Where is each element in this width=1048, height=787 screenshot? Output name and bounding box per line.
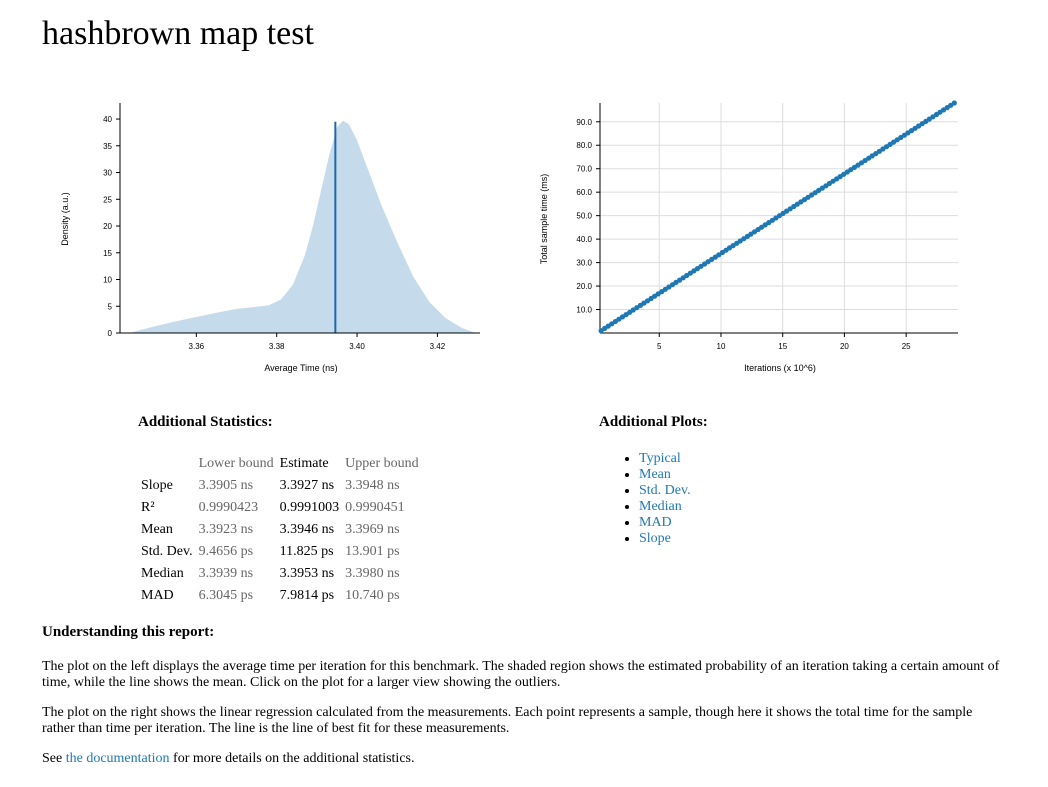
- regression-chart[interactable]: 5 10 15 20 25 10.0 20.0 30.0 40.0 50.0 60.0 70.0 80.…: [532, 95, 972, 385]
- pdf-y-tick-label: 5: [108, 302, 113, 311]
- pdf-y-tick-label: 15: [103, 249, 112, 258]
- stat-label: Median: [141, 566, 184, 581]
- stats-table: Lower bound Estimate Upper bound Slope 3…: [138, 453, 422, 607]
- report-explanation: Understanding this report: The plot on t…: [42, 624, 1007, 781]
- regression-y-tick-label: 20.0: [576, 282, 592, 291]
- explain-heading: Understanding this report:: [42, 624, 215, 640]
- stats-header-estimate: Estimate: [279, 456, 329, 471]
- stats-header-empty: [138, 453, 196, 475]
- regression-x-tick-label: 25: [902, 342, 911, 351]
- regression-x-tick-label: 20: [840, 342, 849, 351]
- pdf-y-tick-label: 40: [103, 115, 112, 124]
- plot-link-std-dev[interactable]: Std. Dev.: [639, 483, 691, 498]
- table-row: Median 3.3939 ns 3.3953 ns 3.3980 ns: [138, 563, 422, 585]
- stat-label: Slope: [141, 478, 173, 493]
- stat-label: Std. Dev.: [141, 544, 193, 559]
- pdf-y-tick-label: 10: [103, 276, 112, 285]
- list-item: Mean: [639, 467, 708, 483]
- density-area: [129, 120, 476, 333]
- stat-label: Mean: [141, 522, 173, 537]
- stat-estimate: 0.9991003: [279, 500, 340, 515]
- stat-label: R²: [141, 500, 155, 515]
- stat-estimate: 3.3946 ns: [279, 522, 335, 537]
- stats-heading: Additional Statistics:: [138, 414, 273, 430]
- stat-label: MAD: [141, 588, 174, 603]
- pdf-x-axis-label: Average Time (ns): [264, 363, 337, 373]
- regression-x-tick-label: 15: [778, 342, 787, 351]
- regression-y-tick-label: 60.0: [576, 188, 592, 197]
- list-item: Median: [639, 499, 708, 515]
- list-item: MAD: [639, 515, 708, 531]
- pdf-y-tick-label: 30: [103, 169, 112, 178]
- plot-link-median[interactable]: Median: [639, 499, 682, 514]
- regression-y-tick-label: 50.0: [576, 212, 592, 221]
- list-item: Std. Dev.: [639, 483, 708, 499]
- pdf-y-axis-label: Density (a.u.): [60, 192, 70, 246]
- pdf-x-tick-label: 3.38: [269, 342, 285, 351]
- regression-y-tick-label: 40.0: [576, 235, 592, 244]
- stat-upper: 0.9990451: [345, 500, 405, 515]
- plot-link-typical[interactable]: Typical: [639, 451, 681, 466]
- explain-p3-after: for more details on the additional stati…: [169, 751, 415, 766]
- list-item: Typical: [639, 451, 708, 467]
- regression-x-tick-label: 5: [657, 342, 662, 351]
- stat-lower: 6.3045 ps: [198, 588, 254, 603]
- explain-paragraph-2: The plot on the right shows the linear r…: [42, 705, 973, 736]
- explain-paragraph-3: See the documentation for more details o…: [42, 751, 1007, 767]
- stats-header-upper: Upper bound: [345, 456, 419, 471]
- pdf-x-tick-label: 3.36: [189, 342, 205, 351]
- stats-header-lower: Lower bound: [198, 456, 274, 471]
- page-title: hashbrown map test: [42, 15, 314, 52]
- plot-link-slope[interactable]: Slope: [639, 531, 671, 546]
- stat-lower: 3.3905 ns: [198, 478, 254, 493]
- explain-p3-before: See: [42, 751, 66, 766]
- regression-x-axis-label: Iterations (x 10^6): [744, 363, 816, 373]
- table-row: R² 0.9990423 0.9991003 0.9990451: [138, 497, 422, 519]
- stat-lower: 3.3923 ns: [198, 522, 254, 537]
- stat-estimate: 3.3927 ns: [279, 478, 335, 493]
- stat-lower: 9.4656 ps: [198, 544, 254, 559]
- regression-x-tick-label: 10: [717, 342, 726, 351]
- regression-y-tick-label: 90.0: [576, 118, 592, 127]
- table-row: Mean 3.3923 ns 3.3946 ns 3.3969 ns: [138, 519, 422, 541]
- plot-link-mean[interactable]: Mean: [639, 467, 671, 482]
- pdf-x-tick-label: 3.42: [430, 342, 446, 351]
- regression-y-tick-label: 70.0: [576, 165, 592, 174]
- pdf-y-tick-label: 20: [103, 222, 112, 231]
- additional-statistics: Additional Statistics: Lower bound Estim…: [138, 414, 422, 607]
- list-item: Slope: [639, 531, 708, 547]
- regression-y-tick-label: 30.0: [576, 259, 592, 268]
- additional-plots: Additional Plots: Typical Mean Std. Dev.…: [599, 414, 708, 547]
- stat-lower: 0.9990423: [198, 500, 259, 515]
- plots-list: Typical Mean Std. Dev. Median MAD Slope: [599, 451, 708, 547]
- stat-lower: 3.3939 ns: [198, 566, 254, 581]
- documentation-link[interactable]: the documentation: [65, 751, 170, 766]
- stats-header-row: Lower bound Estimate Upper bound: [138, 453, 422, 475]
- plots-heading: Additional Plots:: [599, 414, 708, 430]
- table-row: Slope 3.3905 ns 3.3927 ns 3.3948 ns: [138, 475, 422, 497]
- stat-estimate: 3.3953 ns: [279, 566, 335, 581]
- explain-paragraph-1: The plot on the left displays the averag…: [42, 659, 1000, 690]
- regression-y-tick-label: 10.0: [576, 306, 592, 315]
- stat-estimate: 7.9814 ps: [279, 588, 335, 603]
- stat-estimate: 11.825 ps: [279, 544, 334, 559]
- regression-y-axis-label: Total sample time (ms): [539, 174, 549, 265]
- regression-y-tick-label: 80.0: [576, 141, 592, 150]
- stat-upper: 13.901 ps: [345, 544, 400, 559]
- pdf-x-tick-label: 3.40: [349, 342, 365, 351]
- plot-link-mad[interactable]: MAD: [639, 515, 672, 530]
- stat-upper: 3.3969 ns: [345, 522, 400, 537]
- pdf-y-tick-label: 25: [103, 195, 112, 204]
- regression-plot[interactable]: 5 10 15 20 25 10.0 20.0 30.0 40.0 50.0 60.0 70.0 80.…: [532, 95, 972, 385]
- pdf-chart[interactable]: 3.36 3.38 3.40 3.42 0 5 10 15 20 25 30 35 40 Average…: [55, 95, 485, 385]
- stat-upper: 3.3948 ns: [345, 478, 400, 493]
- pdf-y-tick-label: 0: [108, 329, 113, 338]
- stat-upper: 10.740 ps: [345, 588, 400, 603]
- table-row: Std. Dev. 9.4656 ps 11.825 ps 13.901 ps: [138, 541, 422, 563]
- table-row: MAD 6.3045 ps 7.9814 ps 10.740 ps: [138, 585, 422, 607]
- pdf-y-tick-label: 35: [103, 142, 112, 151]
- stat-upper: 3.3980 ns: [345, 566, 400, 581]
- regression-point: [951, 100, 957, 106]
- pdf-plot[interactable]: 3.36 3.38 3.40 3.42 0 5 10 15 20 25 30 35 40 Average…: [55, 95, 485, 385]
